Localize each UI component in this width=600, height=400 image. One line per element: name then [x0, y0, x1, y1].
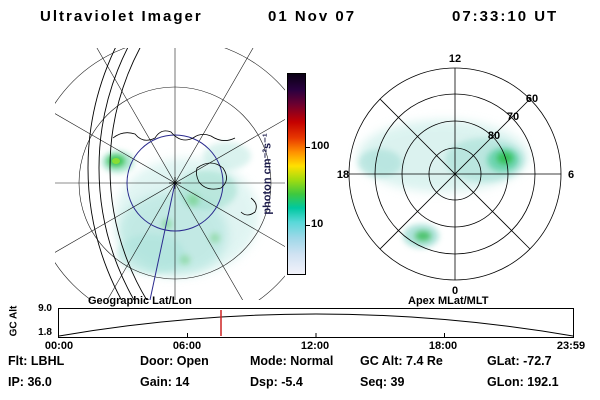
coastlines [112, 130, 257, 216]
geo-map-panel [55, 48, 285, 300]
altitude-curve-svg [58, 310, 574, 337]
colorbar-tick-100 [306, 147, 310, 148]
status-seq: Seq: 39 [360, 375, 405, 389]
date-label: 01 Nov 07 [268, 8, 357, 25]
status-ip: IP: 36.0 [8, 375, 52, 389]
xtick-0000: 00:00 [44, 340, 74, 352]
geo-grid-highlight [126, 134, 224, 300]
colorbar [287, 73, 306, 275]
status-gain: Gain: 14 [140, 375, 190, 389]
mlt-18-label: 18 [337, 169, 349, 181]
apex-panel-caption: Apex MLat/MLT [408, 295, 489, 307]
time-label: 07:33:10 UT [452, 8, 559, 25]
status-door: Door: Open [140, 354, 209, 368]
xtick-1800: 18:00 [428, 340, 458, 352]
page-title: Ultraviolet Imager [40, 8, 203, 25]
map-limb-arcs [87, 48, 148, 300]
apex-aurora-emission [358, 120, 528, 248]
colorbar-value-10: 10 [311, 218, 324, 230]
altitude-plot [58, 308, 574, 338]
altitude-max-tick: 9.0 [38, 303, 52, 314]
mlat-60-label: 60 [526, 93, 538, 105]
colorbar-value-100: 100 [311, 140, 330, 152]
altitude-x-ticks [187, 333, 445, 337]
mlat-80-label: 80 [488, 130, 500, 142]
status-glon: GLon: 192.1 [487, 375, 559, 389]
apex-polar-panel: 12 18 6 0 60 70 80 [337, 53, 574, 297]
mlt-12-label: 12 [449, 53, 461, 65]
status-dsp: Dsp: -5.4 [250, 375, 303, 389]
mlt-0-label: 0 [452, 285, 458, 297]
colorbar-units-label: photon cm⁻²s⁻¹ [261, 133, 274, 215]
altitude-min-tick: 1.8 [38, 327, 52, 338]
xtick-0600: 06:00 [172, 340, 202, 352]
mlt-6-label: 6 [568, 169, 574, 181]
apex-grid [348, 67, 562, 281]
status-gc-alt: GC Alt: 7.4 Re [360, 354, 443, 368]
status-mode: Mode: Normal [250, 354, 334, 368]
xtick-2359: 23:59 [556, 340, 586, 352]
altitude-axis-label: GC Alt [8, 305, 20, 337]
colorbar-tick-10 [306, 225, 310, 226]
status-glat: GLat: -72.7 [487, 354, 552, 368]
xtick-1200: 12:00 [300, 340, 330, 352]
geo-panel-caption: Geographic Lat/Lon [88, 295, 192, 307]
status-flt: Flt: LBHL [8, 354, 65, 368]
altitude-curve [58, 313, 574, 337]
mlat-70-label: 70 [507, 111, 519, 123]
pole-marker [169, 177, 181, 189]
